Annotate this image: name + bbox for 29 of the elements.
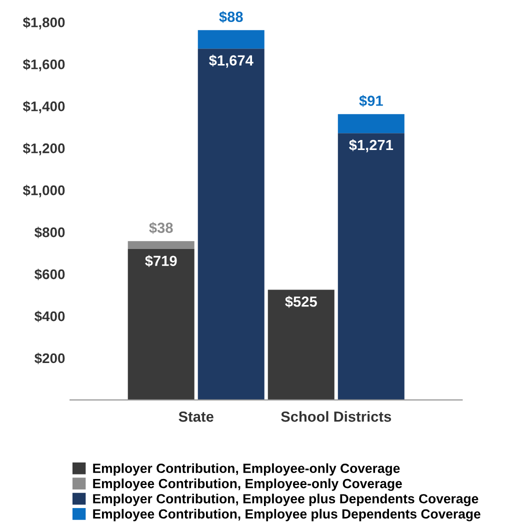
legend-label: Employee Contribution, Employee plus Dependents Coverage xyxy=(93,508,480,522)
bar xyxy=(128,249,194,400)
legend-label: Employer Contribution, Employee plus Dependents Coverage xyxy=(93,494,478,506)
data-label: $91 xyxy=(359,94,383,107)
text: State xyxy=(178,411,214,422)
text: School Districts xyxy=(281,411,392,422)
data-label: $38 xyxy=(149,222,173,234)
bar xyxy=(198,30,264,49)
y-tick-label: $1,200 xyxy=(22,142,65,156)
y-tick-label: $200 xyxy=(34,352,65,364)
data-label: $1,271 xyxy=(349,139,394,152)
data-label: $88 xyxy=(219,11,243,23)
y-tick-label: $800 xyxy=(34,226,65,238)
y-tick-label: $1,600 xyxy=(22,58,65,72)
legend-label: Employee Contribution, Employee-only Coverage xyxy=(93,478,402,491)
bar xyxy=(268,290,334,400)
y-tick-label: $1,400 xyxy=(22,100,65,114)
y-tick-label: $400 xyxy=(34,310,65,322)
data-label: $719 xyxy=(145,255,177,268)
data-label: $1,674 xyxy=(209,54,254,68)
y-tick-label: $1,800 xyxy=(22,16,65,30)
data-label: $525 xyxy=(285,296,317,308)
bar xyxy=(198,48,264,400)
bar xyxy=(338,114,404,134)
bar xyxy=(338,133,404,400)
y-tick-label: $1,000 xyxy=(22,184,65,198)
y-tick-label: $600 xyxy=(34,268,65,280)
bar xyxy=(128,241,194,250)
legend-label: Employer Contribution, Employee-only Coverage xyxy=(93,463,400,476)
